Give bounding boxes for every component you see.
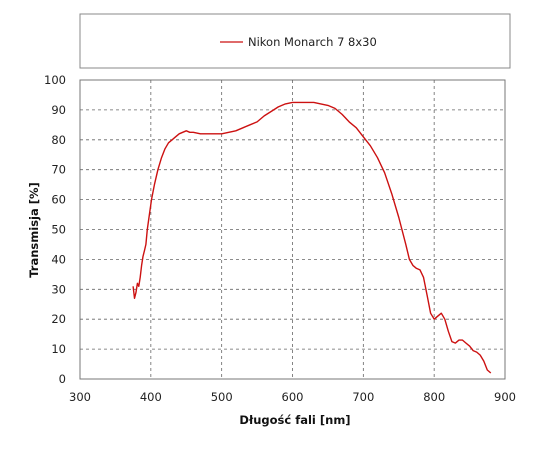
legend: Nikon Monarch 7 8x30: [79, 13, 511, 69]
y-axis-title: Transmisja [%]: [27, 182, 41, 278]
y-tick-label: 100: [44, 73, 66, 87]
y-tick-label: 80: [51, 133, 66, 147]
y-tick-label: 20: [51, 312, 66, 326]
x-tick-labels: 300 400 500 600 700 800 900: [69, 390, 516, 404]
series-layer: [132, 101, 492, 374]
x-tick-label: 600: [282, 390, 304, 404]
y-tick-label: 60: [51, 193, 66, 207]
x-tick-label: 500: [211, 390, 233, 404]
y-tick-label: 50: [51, 223, 66, 237]
y-tick-label: 30: [51, 282, 66, 296]
series-line: [132, 101, 492, 374]
y-tick-label: 10: [51, 342, 66, 356]
legend-label: Nikon Monarch 7 8x30: [248, 35, 377, 49]
y-tick-labels: 0 10 20 30 40 50 60 70 80 90 100: [44, 73, 66, 386]
x-tick-label: 300: [69, 390, 91, 404]
x-tick-label: 700: [352, 390, 374, 404]
y-tick-label: 70: [51, 163, 66, 177]
x-tick-label: 800: [423, 390, 445, 404]
y-tick-label: 90: [51, 103, 66, 117]
x-tick-label: 400: [140, 390, 162, 404]
y-tick-label: 40: [51, 252, 66, 266]
legend-box: [79, 13, 511, 69]
x-tick-label: 900: [494, 390, 516, 404]
grid: [80, 80, 505, 379]
y-tick-label: 0: [59, 372, 66, 386]
x-axis-title: Długość fali [nm]: [239, 413, 350, 427]
